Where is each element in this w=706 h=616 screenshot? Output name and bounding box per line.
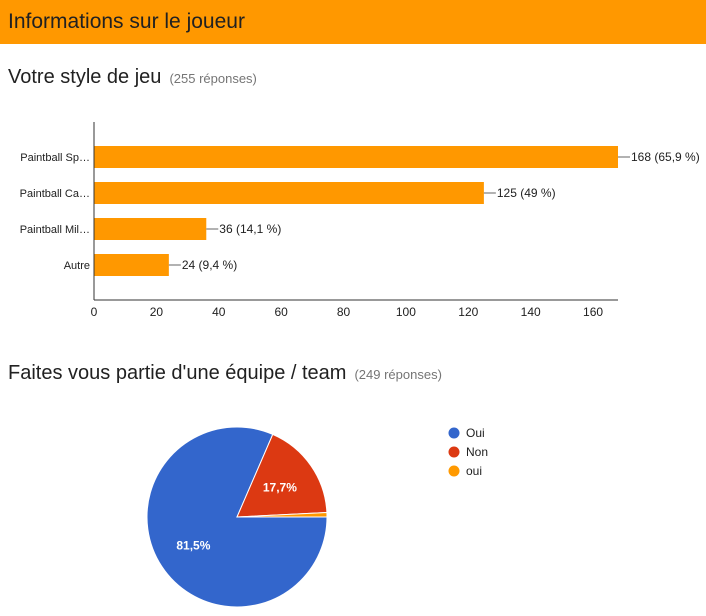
legend-label: Non bbox=[466, 445, 488, 459]
data-label: 168 (65,9 %) bbox=[631, 150, 700, 164]
x-tick-label: 160 bbox=[583, 305, 603, 319]
x-tick-label: 60 bbox=[274, 305, 288, 319]
question-title-team: Faites vous partie d'une équipe / team (2… bbox=[8, 362, 442, 385]
data-label: 125 (49 %) bbox=[497, 186, 556, 200]
slice-label: 81,5% bbox=[176, 539, 210, 553]
bar bbox=[94, 254, 169, 276]
category-label: Autre bbox=[64, 260, 90, 272]
question-title-text: Faites vous partie d'une équipe / team bbox=[8, 362, 347, 384]
x-tick-label: 80 bbox=[337, 305, 351, 319]
bar bbox=[94, 182, 484, 204]
response-count: (255 réponses) bbox=[169, 71, 257, 86]
legend-label: Oui bbox=[466, 426, 485, 440]
x-tick-label: 100 bbox=[396, 305, 416, 319]
bar-chart-play-style: Paintball Sp… 168 (65,9 %) Paintball Ca… 12… bbox=[20, 122, 700, 319]
pie-slice bbox=[236, 511, 328, 518]
x-tick-label: 120 bbox=[458, 305, 478, 319]
slice-label: 17,7% bbox=[263, 480, 297, 494]
response-count: (249 réponses) bbox=[354, 367, 442, 382]
question-title-text: Votre style de jeu bbox=[8, 66, 162, 88]
legend-swatch bbox=[448, 446, 460, 458]
section-header: Informations sur le joueur bbox=[0, 0, 706, 44]
x-tick-label: 40 bbox=[212, 305, 226, 319]
x-tick-label: 0 bbox=[91, 305, 98, 319]
question-title-play-style: Votre style de jeu (255 réponses) bbox=[8, 66, 257, 89]
legend-swatch bbox=[448, 465, 460, 477]
category-label: Paintball Mil… bbox=[20, 224, 90, 236]
legend-swatch bbox=[448, 427, 460, 439]
x-tick-label: 140 bbox=[521, 305, 541, 319]
data-label: 24 (9,4 %) bbox=[182, 258, 237, 272]
bar bbox=[94, 146, 618, 168]
x-tick-label: 20 bbox=[150, 305, 164, 319]
data-label: 36 (14,1 %) bbox=[219, 222, 281, 236]
category-label: Paintball Ca… bbox=[20, 188, 90, 200]
pie-slice bbox=[236, 433, 328, 518]
bar bbox=[94, 218, 207, 240]
section-title: Informations sur le joueur bbox=[8, 10, 245, 33]
category-label: Paintball Sp… bbox=[20, 152, 90, 164]
legend-label: oui bbox=[466, 464, 482, 478]
